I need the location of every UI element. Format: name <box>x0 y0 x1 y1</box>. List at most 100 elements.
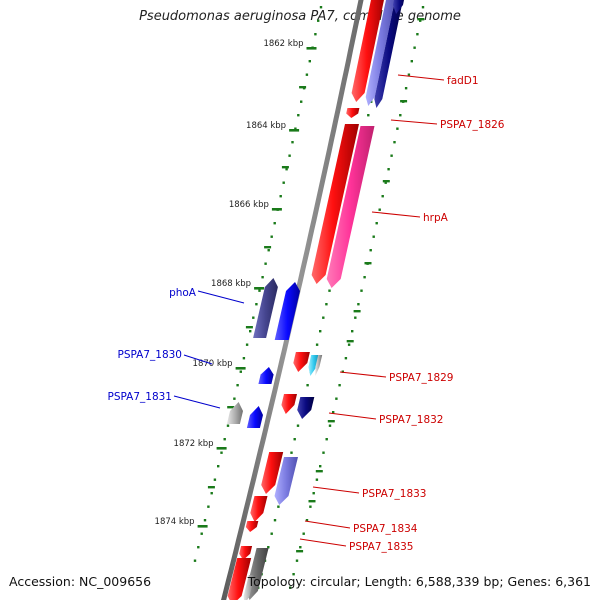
tick-label: 1866 kbp <box>229 200 269 210</box>
gene-label-pspa7-1835[interactable]: PSPA7_1835 <box>349 541 414 553</box>
gene-arrow-hrpA-red[interactable] <box>311 124 359 284</box>
track-dot <box>296 424 300 427</box>
track-dot <box>273 222 276 225</box>
track-dot <box>375 222 378 225</box>
gene-arrow-1829-red[interactable] <box>293 352 310 372</box>
gene-arrow-1832[interactable] <box>297 397 315 419</box>
gene-features <box>226 0 406 600</box>
track-dot <box>305 519 309 522</box>
tick-mark <box>197 525 208 528</box>
gene-label-pspa7-1833[interactable]: PSPA7_1833 <box>362 488 427 500</box>
gene-arrow-1831[interactable] <box>246 406 263 428</box>
gene-arrow-1835[interactable] <box>245 521 259 532</box>
gene-leader-line <box>371 211 421 218</box>
track-dot <box>277 505 280 508</box>
gene-arrow-1833[interactable] <box>274 457 299 505</box>
track-dot <box>399 114 402 117</box>
minor-tick <box>417 18 425 21</box>
track-dot <box>315 478 319 481</box>
track-dot <box>308 60 311 63</box>
gene-arrow-bottom-red-a[interactable] <box>239 546 253 560</box>
gene-label-pspa7-1829[interactable]: PSPA7_1829 <box>389 372 454 384</box>
gene-arrow-hrpA[interactable] <box>326 126 375 288</box>
track-dot <box>325 303 328 306</box>
track-dot <box>285 168 288 171</box>
gene-leader-line <box>304 520 351 529</box>
gene-arrow-top-red[interactable] <box>351 0 385 102</box>
gene-leader-line <box>328 412 377 420</box>
gene-arrow-top-dark[interactable] <box>393 0 406 14</box>
track-dot <box>236 384 239 387</box>
track-dot <box>245 343 249 346</box>
track-dot <box>197 546 200 549</box>
minor-tick <box>364 262 372 265</box>
track-dot <box>233 397 236 400</box>
gene-label-pspa7-1830[interactable]: PSPA7_1830 <box>118 349 183 361</box>
gene-label-hrpa[interactable]: hrpA <box>423 212 449 224</box>
track-dot <box>325 438 328 441</box>
tick-label: 1864 kbp <box>246 121 286 131</box>
track-dot <box>332 411 335 414</box>
track-dot <box>396 127 399 130</box>
minor-tick <box>207 486 215 489</box>
track-dot <box>220 451 223 454</box>
track-dot <box>410 60 413 63</box>
track-dot <box>217 465 220 468</box>
track-dot <box>267 249 270 252</box>
track-dot <box>419 19 422 22</box>
gene-label-pspa7-1826[interactable]: PSPA7_1826 <box>440 119 505 131</box>
gene-label-phoa[interactable]: phoA <box>169 287 197 299</box>
gene-arrow-1829-light[interactable] <box>315 355 323 376</box>
gene-label-pspa7-1834[interactable]: PSPA7_1834 <box>353 523 418 535</box>
gene-leader-line <box>197 290 245 304</box>
gene-label-pspa7-1832[interactable]: PSPA7_1832 <box>379 414 444 426</box>
minor-tick <box>400 100 408 103</box>
gene-arrow-bottom-light[interactable] <box>243 575 255 600</box>
track-dot <box>264 262 267 265</box>
gene-arrow-1833-red[interactable] <box>261 452 284 494</box>
gene-label-pspa7-1831[interactable]: PSPA7_1831 <box>108 391 173 403</box>
gene-leader-line <box>183 354 213 365</box>
gene-arrow-1826[interactable] <box>346 108 360 118</box>
track-dot <box>255 303 258 306</box>
gene-leader-line <box>299 538 347 547</box>
track-dot <box>249 330 252 333</box>
gene-label-fadd1[interactable]: fadD1 <box>447 75 479 87</box>
track-dot <box>279 195 282 198</box>
gene-arrow-phoA[interactable] <box>274 282 300 340</box>
track-dot <box>367 114 370 117</box>
track-dot <box>302 532 305 535</box>
minor-tick <box>346 340 354 343</box>
track-dot <box>319 330 322 333</box>
minor-tick <box>227 406 235 409</box>
gene-labels: fadD1 PSPA7_1826 hrpA PSPA7_1829 PSPA7_1832 P… <box>108 74 505 553</box>
track-dot <box>404 87 408 90</box>
gene-arrow-1832-red[interactable] <box>281 394 297 414</box>
track-dot <box>344 357 348 360</box>
track-dot <box>341 370 344 373</box>
gene-leader-line <box>397 74 445 81</box>
gene-leader-line <box>339 371 387 378</box>
gene-leader-line <box>390 119 438 125</box>
gene-arrow-phoA-slate[interactable] <box>253 278 278 338</box>
track-dot <box>322 451 325 454</box>
tick-mark <box>235 367 246 370</box>
gene-arrow-1830[interactable] <box>258 367 274 384</box>
gene-arrow-top-lavender[interactable] <box>365 0 396 106</box>
gene-arrow-1834-red[interactable] <box>250 496 268 522</box>
track-dot <box>270 532 273 535</box>
track-dot <box>270 235 273 238</box>
tick-mark <box>216 447 227 450</box>
track-dot <box>357 303 360 306</box>
track-dot <box>328 424 332 427</box>
tick-label: 1874 kbp <box>155 517 195 527</box>
gene-arrow-1829-cyan[interactable] <box>308 355 320 376</box>
gene-arrow-fadD1[interactable] <box>374 0 404 108</box>
gene-arrow-bottom-red-b[interactable] <box>227 558 252 600</box>
track-dot <box>273 519 277 522</box>
minor-tick <box>281 166 289 169</box>
gene-arrow-1831-gray[interactable] <box>226 402 243 424</box>
track-dot <box>314 33 317 36</box>
track-dot <box>360 289 363 292</box>
